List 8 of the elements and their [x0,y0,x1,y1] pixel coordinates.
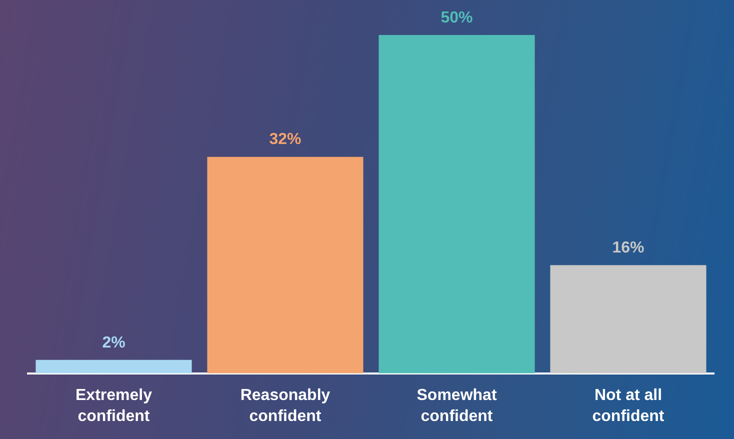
data-label: 16% [612,240,644,257]
data-label: 32% [269,131,302,148]
x-tick-label: Extremely confident [76,387,152,426]
x-tick-label: Not at all confident [592,387,665,426]
x-tick-label: Somewhat confident [416,387,498,426]
data-label: 50% [440,9,473,26]
data-label: 2% [102,334,126,352]
x-tick-label: Reasonably confident [240,387,330,426]
